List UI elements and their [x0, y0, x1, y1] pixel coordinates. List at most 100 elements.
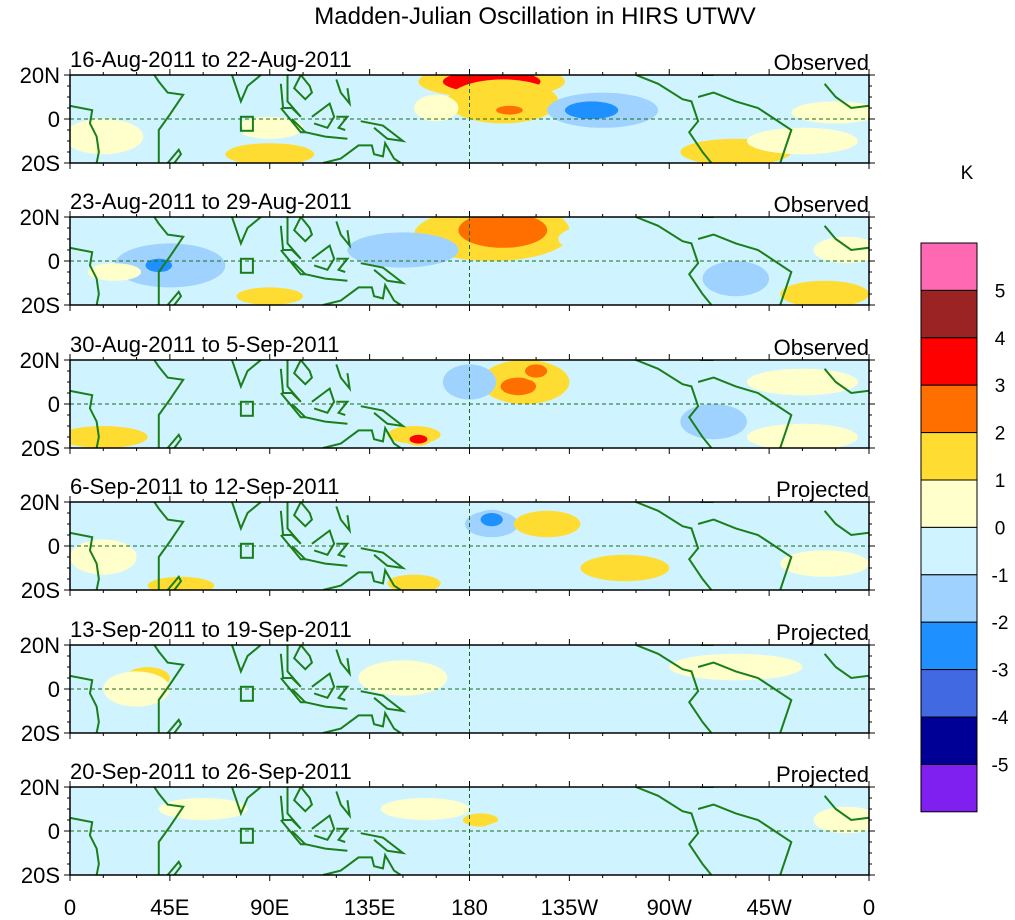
coastline: [635, 787, 713, 875]
coastline: [823, 225, 869, 252]
coastline: [322, 140, 402, 163]
x-tick-label: 45W: [747, 895, 792, 920]
anomaly-contour: [702, 261, 770, 297]
coastline: [305, 131, 348, 140]
colorbar-swatch: [920, 526, 978, 576]
coastline: [311, 101, 336, 129]
coastline: [336, 542, 350, 558]
coastline: [231, 787, 262, 817]
anomaly-contour: [791, 101, 869, 124]
anomaly-contour: [513, 510, 581, 538]
panel-date-range: 30-Aug-2011 to 5-Sep-2011: [70, 332, 340, 357]
coastline: [166, 574, 183, 590]
coastline: [70, 531, 100, 590]
coastline: [360, 690, 407, 713]
panel-date-range: 6-Sep-2011 to 12-Sep-2011: [70, 474, 340, 499]
anomaly-contour: [558, 221, 692, 257]
coastline: [153, 787, 185, 875]
anomaly-contour: [462, 813, 499, 827]
anomaly-contour: [236, 853, 348, 875]
coastline: [635, 360, 713, 448]
anomaly-contour: [247, 697, 381, 725]
colorbar-swatch: [920, 242, 978, 291]
x-tick-label: 0: [863, 895, 875, 920]
anomaly-contour: [658, 798, 814, 842]
coastline: [635, 645, 713, 733]
colorbar-swatch: [920, 669, 978, 718]
coastline: [697, 518, 793, 590]
anomaly-contour: [380, 798, 470, 820]
x-tick-label: 135E: [344, 895, 395, 920]
anomaly-contour: [564, 101, 619, 119]
anomaly-contour: [746, 368, 858, 396]
coastline: [311, 671, 336, 699]
anomaly-contour: [409, 434, 428, 444]
coastline: [823, 83, 869, 110]
coastline: [279, 75, 302, 118]
x-tick-label: 180: [451, 895, 488, 920]
panel-kind-label: Observed: [774, 335, 869, 360]
coastline: [336, 685, 350, 701]
colorbar-label: -5: [992, 755, 1009, 776]
anomaly-contour: [813, 236, 869, 264]
coastline: [823, 368, 869, 395]
coastline: [239, 400, 254, 417]
coastline: [335, 506, 352, 535]
coastline: [280, 819, 308, 846]
coastline: [336, 257, 350, 273]
coastline: [70, 674, 100, 733]
coastline: [335, 791, 352, 820]
colorbar-units: K: [961, 163, 974, 184]
x-tick-label: 90E: [250, 895, 289, 920]
anomaly-contour: [70, 426, 148, 448]
colorbar-label: -4: [992, 708, 1009, 729]
y-tick-label: 0: [48, 819, 60, 844]
coastline: [336, 827, 350, 843]
colorbar-swatch: [920, 479, 978, 528]
map-panel: 20N 0 20S 6-Sep-2011 to 12-Sep-2011 Projecte…: [20, 474, 875, 603]
anomaly-contour: [813, 806, 869, 834]
coastline: [292, 645, 314, 671]
colorbar-label: 2: [995, 424, 1006, 445]
x-tick-label: 0: [64, 895, 76, 920]
anomaly-contour: [480, 513, 503, 527]
panel-kind-label: Projected: [776, 477, 869, 502]
coastline: [360, 832, 407, 855]
anomaly-contour: [414, 94, 459, 122]
coastline: [305, 416, 348, 425]
coastline: [280, 534, 308, 561]
coastline: [360, 262, 407, 285]
anomaly-contour: [387, 574, 441, 590]
coastline: [305, 701, 348, 710]
colorbar-label: 3: [995, 376, 1006, 397]
panel-kind-label: Observed: [774, 192, 869, 217]
coastline: [305, 843, 348, 852]
coastline: [153, 502, 185, 590]
coastline: [239, 115, 254, 132]
x-tick-label: 135W: [541, 895, 599, 920]
anomaly-contour: [558, 656, 648, 700]
y-tick-label: 20S: [21, 721, 60, 746]
coastline: [823, 510, 869, 537]
map-panel: 20N 0 20S 13-Sep-2011 to 19-Sep-2011 Project…: [20, 617, 875, 746]
map-panel: 20N 0 20S 23-Aug-2011 to 29-Aug-2011 Observe…: [20, 189, 875, 318]
coastline: [635, 502, 713, 590]
y-tick-label: 20N: [20, 63, 60, 88]
colorbar-swatch: [920, 289, 978, 339]
x-tick-label: 90W: [647, 895, 692, 920]
anomaly-contour: [87, 263, 142, 281]
anomaly-contour: [780, 280, 869, 305]
y-tick-label: 20N: [20, 490, 60, 515]
coastline: [292, 75, 314, 101]
coastline: [292, 217, 314, 243]
y-tick-label: 20N: [20, 348, 60, 373]
coastline: [635, 75, 713, 163]
y-tick-label: 20N: [20, 775, 60, 800]
coastline: [336, 400, 350, 416]
coastline: [322, 425, 402, 448]
anomaly-contour: [746, 423, 858, 448]
anomaly-contour: [500, 377, 537, 396]
coastline: [335, 79, 352, 108]
